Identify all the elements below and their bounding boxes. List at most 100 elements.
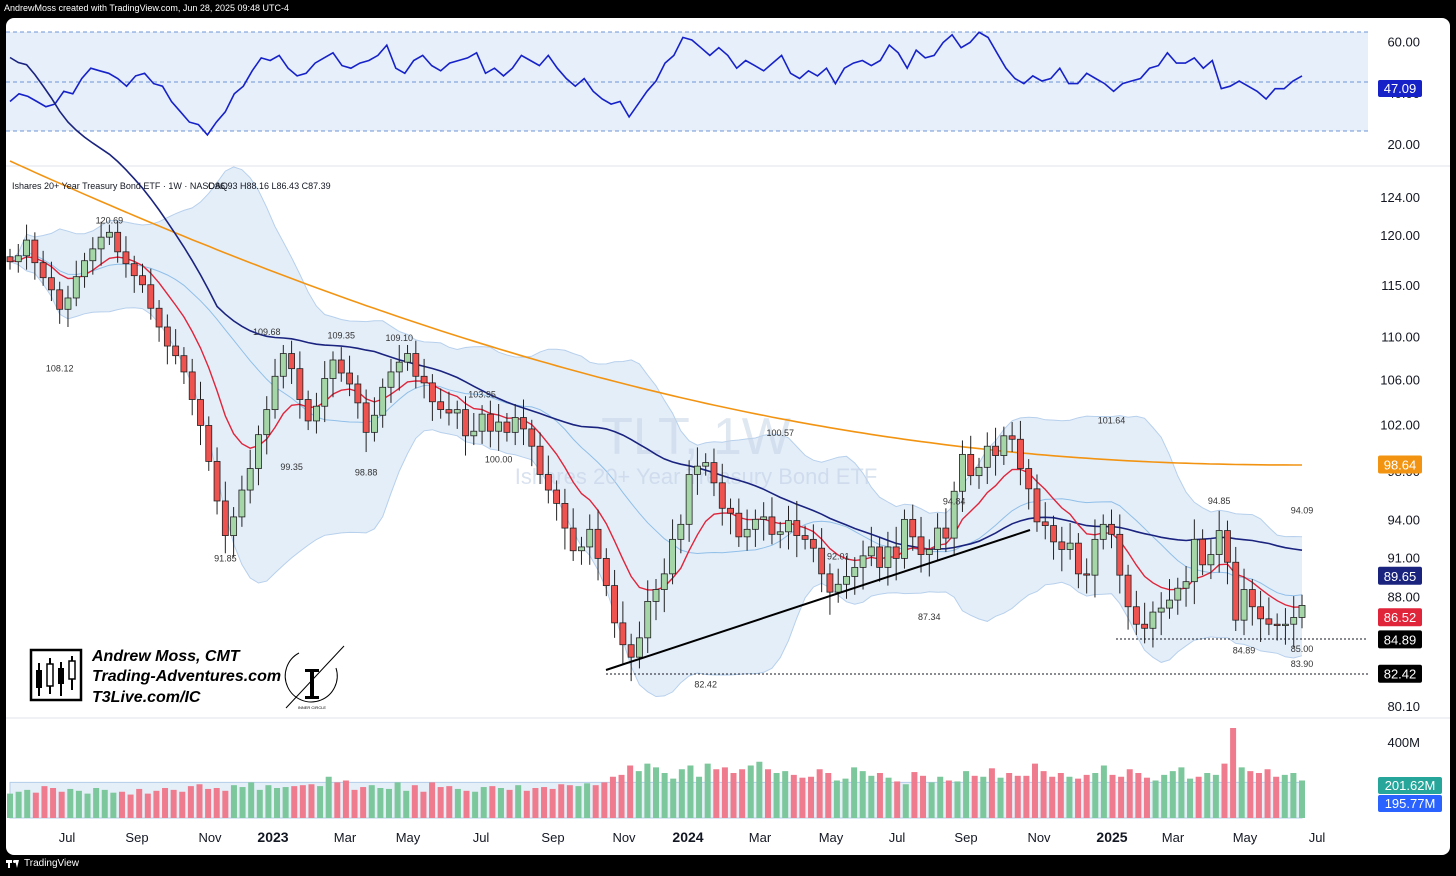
candle-body <box>801 535 809 540</box>
candle-body <box>147 284 155 309</box>
candle-body <box>1149 611 1157 629</box>
volume-bar <box>15 791 22 818</box>
volume-bar <box>1195 776 1202 818</box>
trendline[interactable] <box>605 529 1031 671</box>
candle-body <box>139 275 146 286</box>
candle-body <box>892 546 900 559</box>
volume-bar <box>558 784 565 818</box>
x-tick-label: 2025 <box>1096 829 1127 845</box>
candle-body <box>420 375 428 384</box>
volume-bar <box>937 776 944 818</box>
volume-bar <box>1143 777 1150 818</box>
price-point-label: 109.35 <box>328 330 356 340</box>
candle-body <box>884 546 892 568</box>
candle-body <box>238 489 246 518</box>
volume-bar <box>902 784 909 818</box>
price-tick-label: 115.00 <box>1381 278 1420 293</box>
price-tick-label: 94.00 <box>1387 513 1420 528</box>
candlesticks[interactable] <box>6 220 1306 682</box>
price-tag-bg <box>1378 664 1422 683</box>
candle-body <box>843 576 850 585</box>
candle-body <box>785 520 792 533</box>
price-panel[interactable]: TLT, 1W Ishares 20+ Year Treasury Bond E… <box>6 56 1422 715</box>
volume-bar <box>609 776 616 818</box>
candle-body <box>271 375 279 411</box>
volume-bar <box>110 792 117 818</box>
candle-body <box>263 409 271 436</box>
candle-body <box>727 507 734 514</box>
candle-body <box>992 445 999 456</box>
price-tag-value: 98.64 <box>1384 457 1417 472</box>
candle-body <box>859 555 867 568</box>
volume-bar <box>67 788 74 818</box>
volume-bar <box>1092 773 1099 818</box>
candle-body <box>511 417 519 433</box>
candle-body <box>6 256 14 263</box>
candle-body <box>114 231 122 253</box>
candle-body <box>528 428 536 447</box>
volume-bar <box>945 780 952 818</box>
volume-bar <box>179 791 186 818</box>
volume-bar <box>1066 776 1073 818</box>
candle-body <box>337 359 345 374</box>
candle-body <box>478 413 486 432</box>
volume-bars[interactable] <box>7 728 1305 818</box>
volume-bar <box>75 790 82 818</box>
rsi-current-tag: 47.09 <box>1378 80 1422 97</box>
candle-body <box>544 474 552 491</box>
candle-body <box>760 516 768 520</box>
bollinger-upper-line <box>9 166 1303 538</box>
volume-bar <box>894 781 901 818</box>
volume-bar <box>454 788 461 818</box>
volume-bar <box>670 778 677 818</box>
candle-body <box>669 538 676 575</box>
volume-bar <box>575 786 582 818</box>
candle-body <box>188 371 196 400</box>
sma-200-line[interactable] <box>9 160 1302 466</box>
candle-body <box>569 527 577 552</box>
volume-bar <box>205 788 212 818</box>
rsi-current-value: 47.09 <box>1384 81 1417 96</box>
candle-body <box>1232 561 1240 621</box>
candle-body <box>1240 589 1248 621</box>
volume-bar <box>377 788 384 818</box>
candle-body <box>48 277 55 291</box>
volume-bar <box>1049 776 1056 818</box>
volume-current-value: 201.62M <box>1385 778 1436 793</box>
candle-body <box>602 557 610 586</box>
volume-bar <box>1040 771 1047 818</box>
candle-body <box>329 359 337 379</box>
volume-bar <box>446 786 453 818</box>
price-tick-label: 88.00 <box>1387 589 1420 604</box>
volume-bar <box>342 780 349 818</box>
volume-bar <box>334 782 341 818</box>
volume-panel[interactable]: 400M 201.62M 195.77M <box>7 728 1442 819</box>
candle-body <box>445 409 453 414</box>
x-tick-label: 2023 <box>257 829 288 845</box>
price-point-label: 92.01 <box>827 552 850 562</box>
volume-bar <box>1057 773 1064 818</box>
candle-body <box>105 231 113 238</box>
rsi-line[interactable] <box>9 31 1303 137</box>
candle-body <box>751 518 759 530</box>
volume-bar <box>833 780 840 818</box>
volume-bar <box>523 790 530 818</box>
volume-bar <box>566 785 573 818</box>
candle-body <box>255 434 262 469</box>
candle-body <box>1190 538 1198 583</box>
price-point-label: 120.69 <box>96 216 124 226</box>
attribution-header: AndrewMoss created with TradingView.com,… <box>4 3 289 13</box>
price-point-label: 87.34 <box>918 612 941 622</box>
price-tag-bg <box>1378 608 1422 627</box>
volume-bar <box>635 771 642 818</box>
candle-body <box>1033 488 1041 523</box>
price-point-label: 94.09 <box>1291 506 1314 516</box>
volume-bar <box>825 773 832 818</box>
volume-bar <box>747 765 754 818</box>
volume-bar <box>351 789 358 818</box>
volume-bar <box>1247 771 1254 818</box>
sma-50-line[interactable] <box>9 56 1303 551</box>
